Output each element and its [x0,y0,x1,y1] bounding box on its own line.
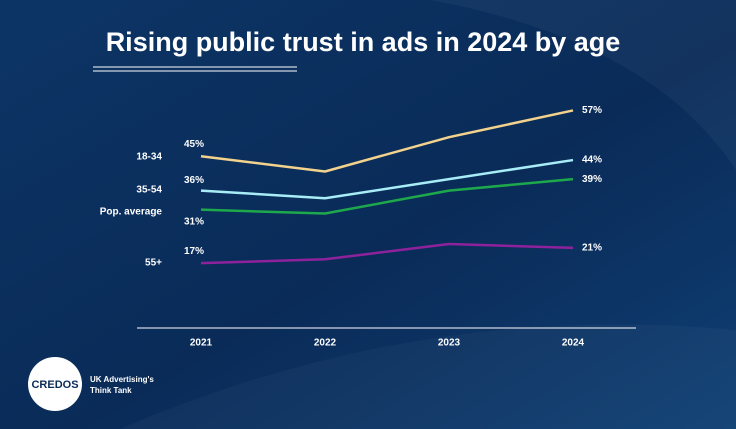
value-label: 36% [184,175,204,186]
value-label: 39% [582,174,602,185]
x-tick-label: 2023 [438,338,461,349]
series-label: 35-54 [136,185,162,196]
x-tick-label: 2024 [562,338,585,349]
tagline: UK Advertising's [90,375,154,384]
line [200,109,574,173]
value-label: 21% [582,242,602,253]
series-label: 18-34 [136,152,162,163]
line [200,177,574,215]
value-label: 17% [184,246,204,257]
logo: CREDOS [31,379,78,391]
series-label: 55+ [145,258,162,269]
logo-circle [28,357,82,411]
line [200,158,574,200]
tagline: Think Tank [90,386,132,395]
decor-curve [430,0,736,170]
series-label: Pop. average [100,207,163,218]
value-label: 45% [184,139,204,150]
value-label: 57% [582,105,602,116]
x-tick-label: 2022 [314,338,337,349]
x-tick-label: 2021 [190,338,213,349]
line [200,242,574,265]
value-label: 31% [184,216,204,227]
chart-title: Rising public trust in ads in 2024 by ag… [106,27,621,57]
value-label: 44% [582,155,602,166]
